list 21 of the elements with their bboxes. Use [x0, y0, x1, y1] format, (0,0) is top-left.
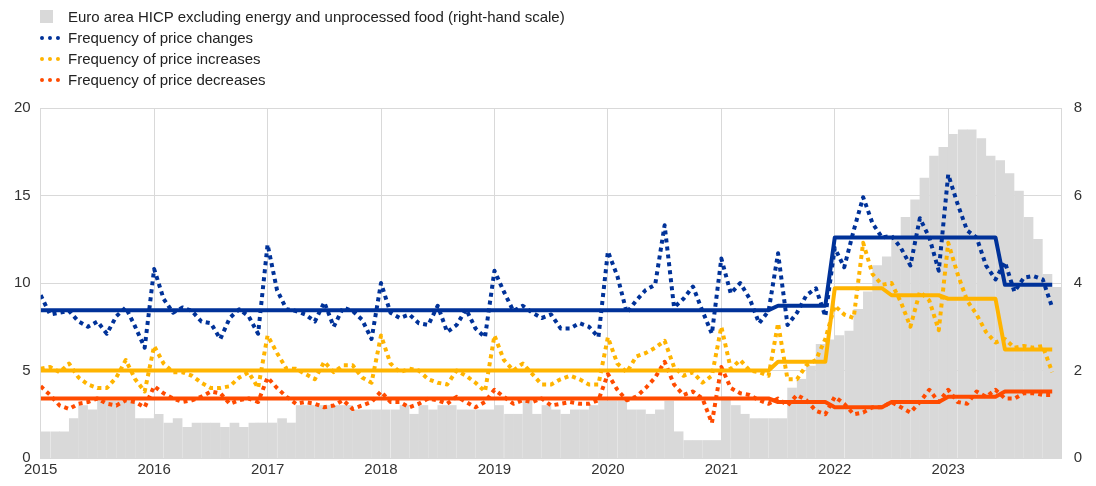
x-tick-label: 2019 — [477, 460, 512, 478]
y2-tick-label: 4 — [1073, 273, 1082, 291]
legend-label: Frequency of price increases — [68, 49, 261, 69]
legend-label: Frequency of price changes — [68, 28, 254, 48]
legend-label: Euro area HICP excluding energy and unprocessed food (right-hand scale) — [68, 7, 565, 27]
x-tick-label: 2016 — [137, 460, 171, 478]
x-tick-label: 2022 — [818, 460, 852, 478]
x-tick-label: 2018 — [364, 460, 398, 478]
y2-tick-label: 2 — [1073, 360, 1082, 378]
y-tick-label: 10 — [14, 273, 31, 291]
y-tick-label: 20 — [14, 98, 31, 116]
x-tick-label: 2020 — [591, 460, 625, 478]
y2-tick-label: 6 — [1073, 185, 1082, 203]
y2-tick-label: 0 — [1073, 448, 1082, 466]
x-tick-label: 2021 — [704, 460, 739, 478]
legend-label: Frequency of price decreases — [68, 70, 266, 90]
y2-tick-label: 8 — [1073, 98, 1082, 116]
y-tick-label: 5 — [22, 360, 31, 378]
x-tick-label: 2023 — [931, 460, 965, 478]
y-tick-label: 15 — [14, 185, 31, 203]
x-tick-label: 2017 — [250, 460, 285, 478]
